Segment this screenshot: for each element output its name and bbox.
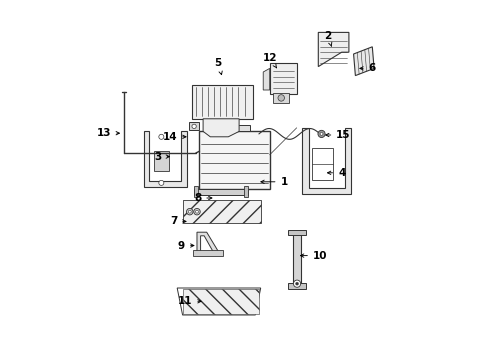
Bar [273,93,289,103]
Circle shape [317,130,325,138]
Text: 9: 9 [178,240,194,251]
Circle shape [195,210,198,213]
Bar [183,200,260,223]
Circle shape [192,124,196,129]
Bar [188,122,199,130]
Circle shape [188,210,191,213]
Bar [192,85,253,119]
Circle shape [320,132,322,135]
Circle shape [159,134,163,139]
Polygon shape [203,119,239,137]
Bar [194,189,247,195]
Circle shape [193,208,200,215]
Bar [311,148,332,180]
Text: 1: 1 [261,177,287,187]
Text: 10: 10 [300,251,327,261]
Circle shape [186,208,193,215]
Text: 8: 8 [194,193,211,203]
Bar [153,151,168,171]
Text: 2: 2 [324,31,331,46]
Text: 13: 13 [97,128,119,138]
Polygon shape [318,32,348,67]
Text: 15: 15 [325,130,350,140]
Bar [288,283,305,289]
Text: 11: 11 [178,296,201,306]
Bar [237,125,249,131]
Polygon shape [197,232,219,253]
Bar [208,124,222,131]
Circle shape [277,95,284,101]
Polygon shape [263,68,269,90]
Circle shape [293,280,300,287]
Text: 14: 14 [162,132,185,142]
Bar [292,234,301,286]
Circle shape [295,282,298,285]
Bar [244,186,247,197]
Bar [183,289,258,314]
Circle shape [159,180,163,185]
Bar [194,186,198,197]
Polygon shape [287,230,306,235]
Text: 7: 7 [169,216,185,226]
Polygon shape [302,128,350,194]
Bar [269,63,296,94]
Text: 12: 12 [262,53,276,68]
Polygon shape [353,47,373,76]
Polygon shape [177,288,260,315]
Polygon shape [143,131,186,187]
Bar [199,131,269,189]
Text: 6: 6 [359,63,375,73]
Bar [193,250,223,256]
Text: 4: 4 [327,168,345,178]
Text: 5: 5 [214,58,222,75]
Text: 3: 3 [154,152,169,162]
